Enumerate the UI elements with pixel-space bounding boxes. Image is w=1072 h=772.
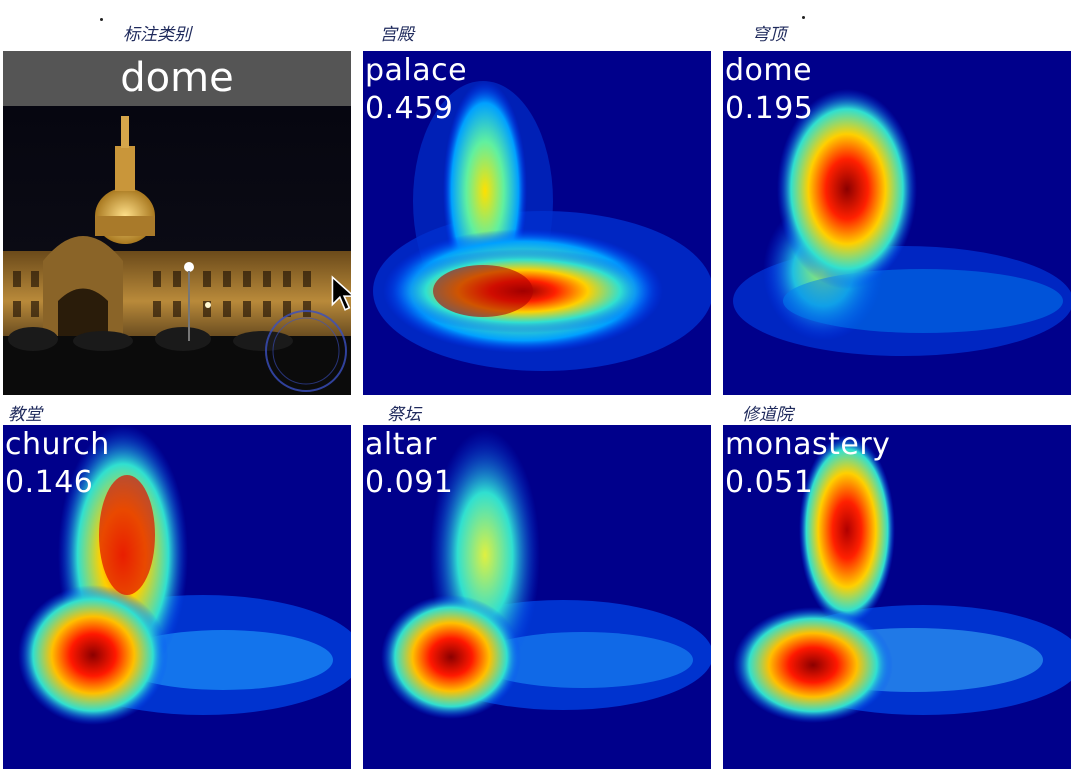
ink-dot [100, 18, 103, 21]
title-bar [3, 51, 351, 106]
class-label: church [5, 427, 110, 462]
cursor-arrow-icon [331, 275, 351, 311]
class-label: altar [365, 427, 437, 462]
class-label: monastery [725, 427, 891, 462]
heatmap-monastery [723, 425, 1071, 769]
class-score: 0.091 [365, 465, 454, 500]
class-score: 0.195 [725, 91, 814, 126]
heatmap-panel-dome: dome 0.195 [723, 51, 1071, 395]
ink-dot [802, 16, 805, 19]
annotation-altar: 祭坛 [387, 405, 421, 425]
original-photo [3, 106, 351, 395]
heatmap-dome [723, 51, 1071, 395]
annotation-monastery: 修道院 [742, 405, 793, 425]
heatmap-church [3, 425, 351, 769]
class-label: palace [365, 53, 468, 88]
class-score: 0.146 [5, 465, 94, 500]
annotation-church: 教堂 [8, 405, 42, 425]
heatmap-panel-monastery: monastery 0.051 [723, 425, 1071, 769]
class-score: 0.051 [725, 465, 814, 500]
annotation-original: 标注类别 [123, 25, 191, 45]
heatmap-panel-palace: palace 0.459 [363, 51, 711, 395]
annotation-palace: 宫殿 [380, 25, 414, 45]
heatmap-altar [363, 425, 711, 769]
class-label: dome [725, 53, 813, 88]
annotation-dome: 穹顶 [752, 25, 786, 45]
heatmap-panel-church: church 0.146 [3, 425, 351, 769]
heatmap-palace [363, 51, 711, 395]
original-label: dome [120, 55, 234, 101]
original-image-panel: dome [3, 51, 351, 395]
class-score: 0.459 [365, 91, 454, 126]
heatmap-panel-altar: altar 0.091 [363, 425, 711, 769]
